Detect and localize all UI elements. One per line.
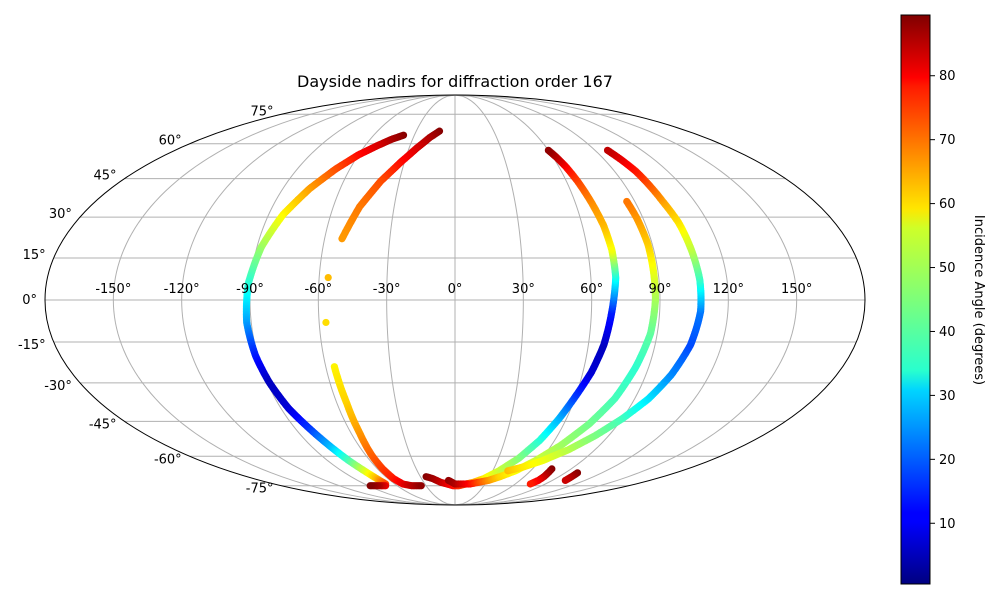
y-tick-label: 0°	[22, 293, 37, 308]
data-point	[526, 480, 534, 488]
colorbar-tick-label: 40	[939, 325, 956, 340]
longitude-tick-labels: -150° -120° -90° -60° -30° 0° 30° 60° 90° 120° 150…	[95, 282, 812, 297]
colorbar-tick-label: 30	[939, 389, 956, 404]
colorbar-tick-label: 20	[939, 453, 956, 468]
x-tick-label: 120°	[713, 282, 744, 297]
graticule	[45, 94, 865, 506]
colorbar-tick-label: 60	[939, 197, 956, 212]
map-outline	[44, 94, 866, 506]
data-point	[324, 273, 332, 282]
y-tick-label: -30°	[44, 379, 72, 394]
chart-title: Dayside nadirs for diffraction order 167	[297, 72, 613, 91]
x-tick-label: -150°	[95, 282, 131, 297]
data-point	[322, 318, 330, 327]
y-tick-label: 75°	[250, 104, 273, 119]
x-tick-label: 150°	[781, 282, 812, 297]
x-tick-label: 0°	[448, 282, 463, 297]
colorbar-ticks: 10 20 30 40 50 60 70 80	[930, 69, 956, 532]
colorbar-tick-label: 70	[939, 133, 956, 148]
colorbar-tick-label: 50	[939, 261, 956, 276]
x-tick-label: -60°	[304, 282, 332, 297]
data-point	[544, 146, 552, 154]
data-point	[561, 476, 569, 485]
y-tick-label: 30°	[49, 207, 72, 222]
y-tick-label: 45°	[94, 169, 117, 184]
data-point	[623, 197, 631, 206]
y-tick-label: 15°	[23, 248, 46, 263]
data-point	[603, 146, 612, 154]
colorbar-label: Incidence Angle (degrees)	[971, 215, 986, 385]
colorbar-tick-label: 80	[939, 69, 956, 84]
x-tick-label: -120°	[164, 282, 200, 297]
x-tick-label: 60°	[580, 282, 603, 297]
data-point	[338, 235, 346, 243]
scatter-points	[242, 127, 705, 490]
colorbar-tick-label: 10	[939, 517, 956, 532]
y-tick-label: -60°	[154, 452, 182, 467]
x-tick-label: -90°	[236, 282, 264, 297]
colorbar	[900, 14, 931, 585]
x-tick-label: -30°	[373, 282, 401, 297]
data-point	[366, 482, 374, 490]
y-tick-label: -45°	[89, 417, 117, 432]
y-tick-label: 60°	[159, 134, 182, 149]
x-tick-label: 90°	[648, 282, 671, 297]
data-point	[417, 482, 425, 490]
x-tick-label: 30°	[512, 282, 535, 297]
y-tick-label: -15°	[18, 338, 46, 353]
latitude-tick-labels: 75° 60° 45° 30° 15° 0° -15° -30° -45° -60° -75°	[18, 104, 274, 496]
y-tick-label: -75°	[246, 482, 274, 497]
